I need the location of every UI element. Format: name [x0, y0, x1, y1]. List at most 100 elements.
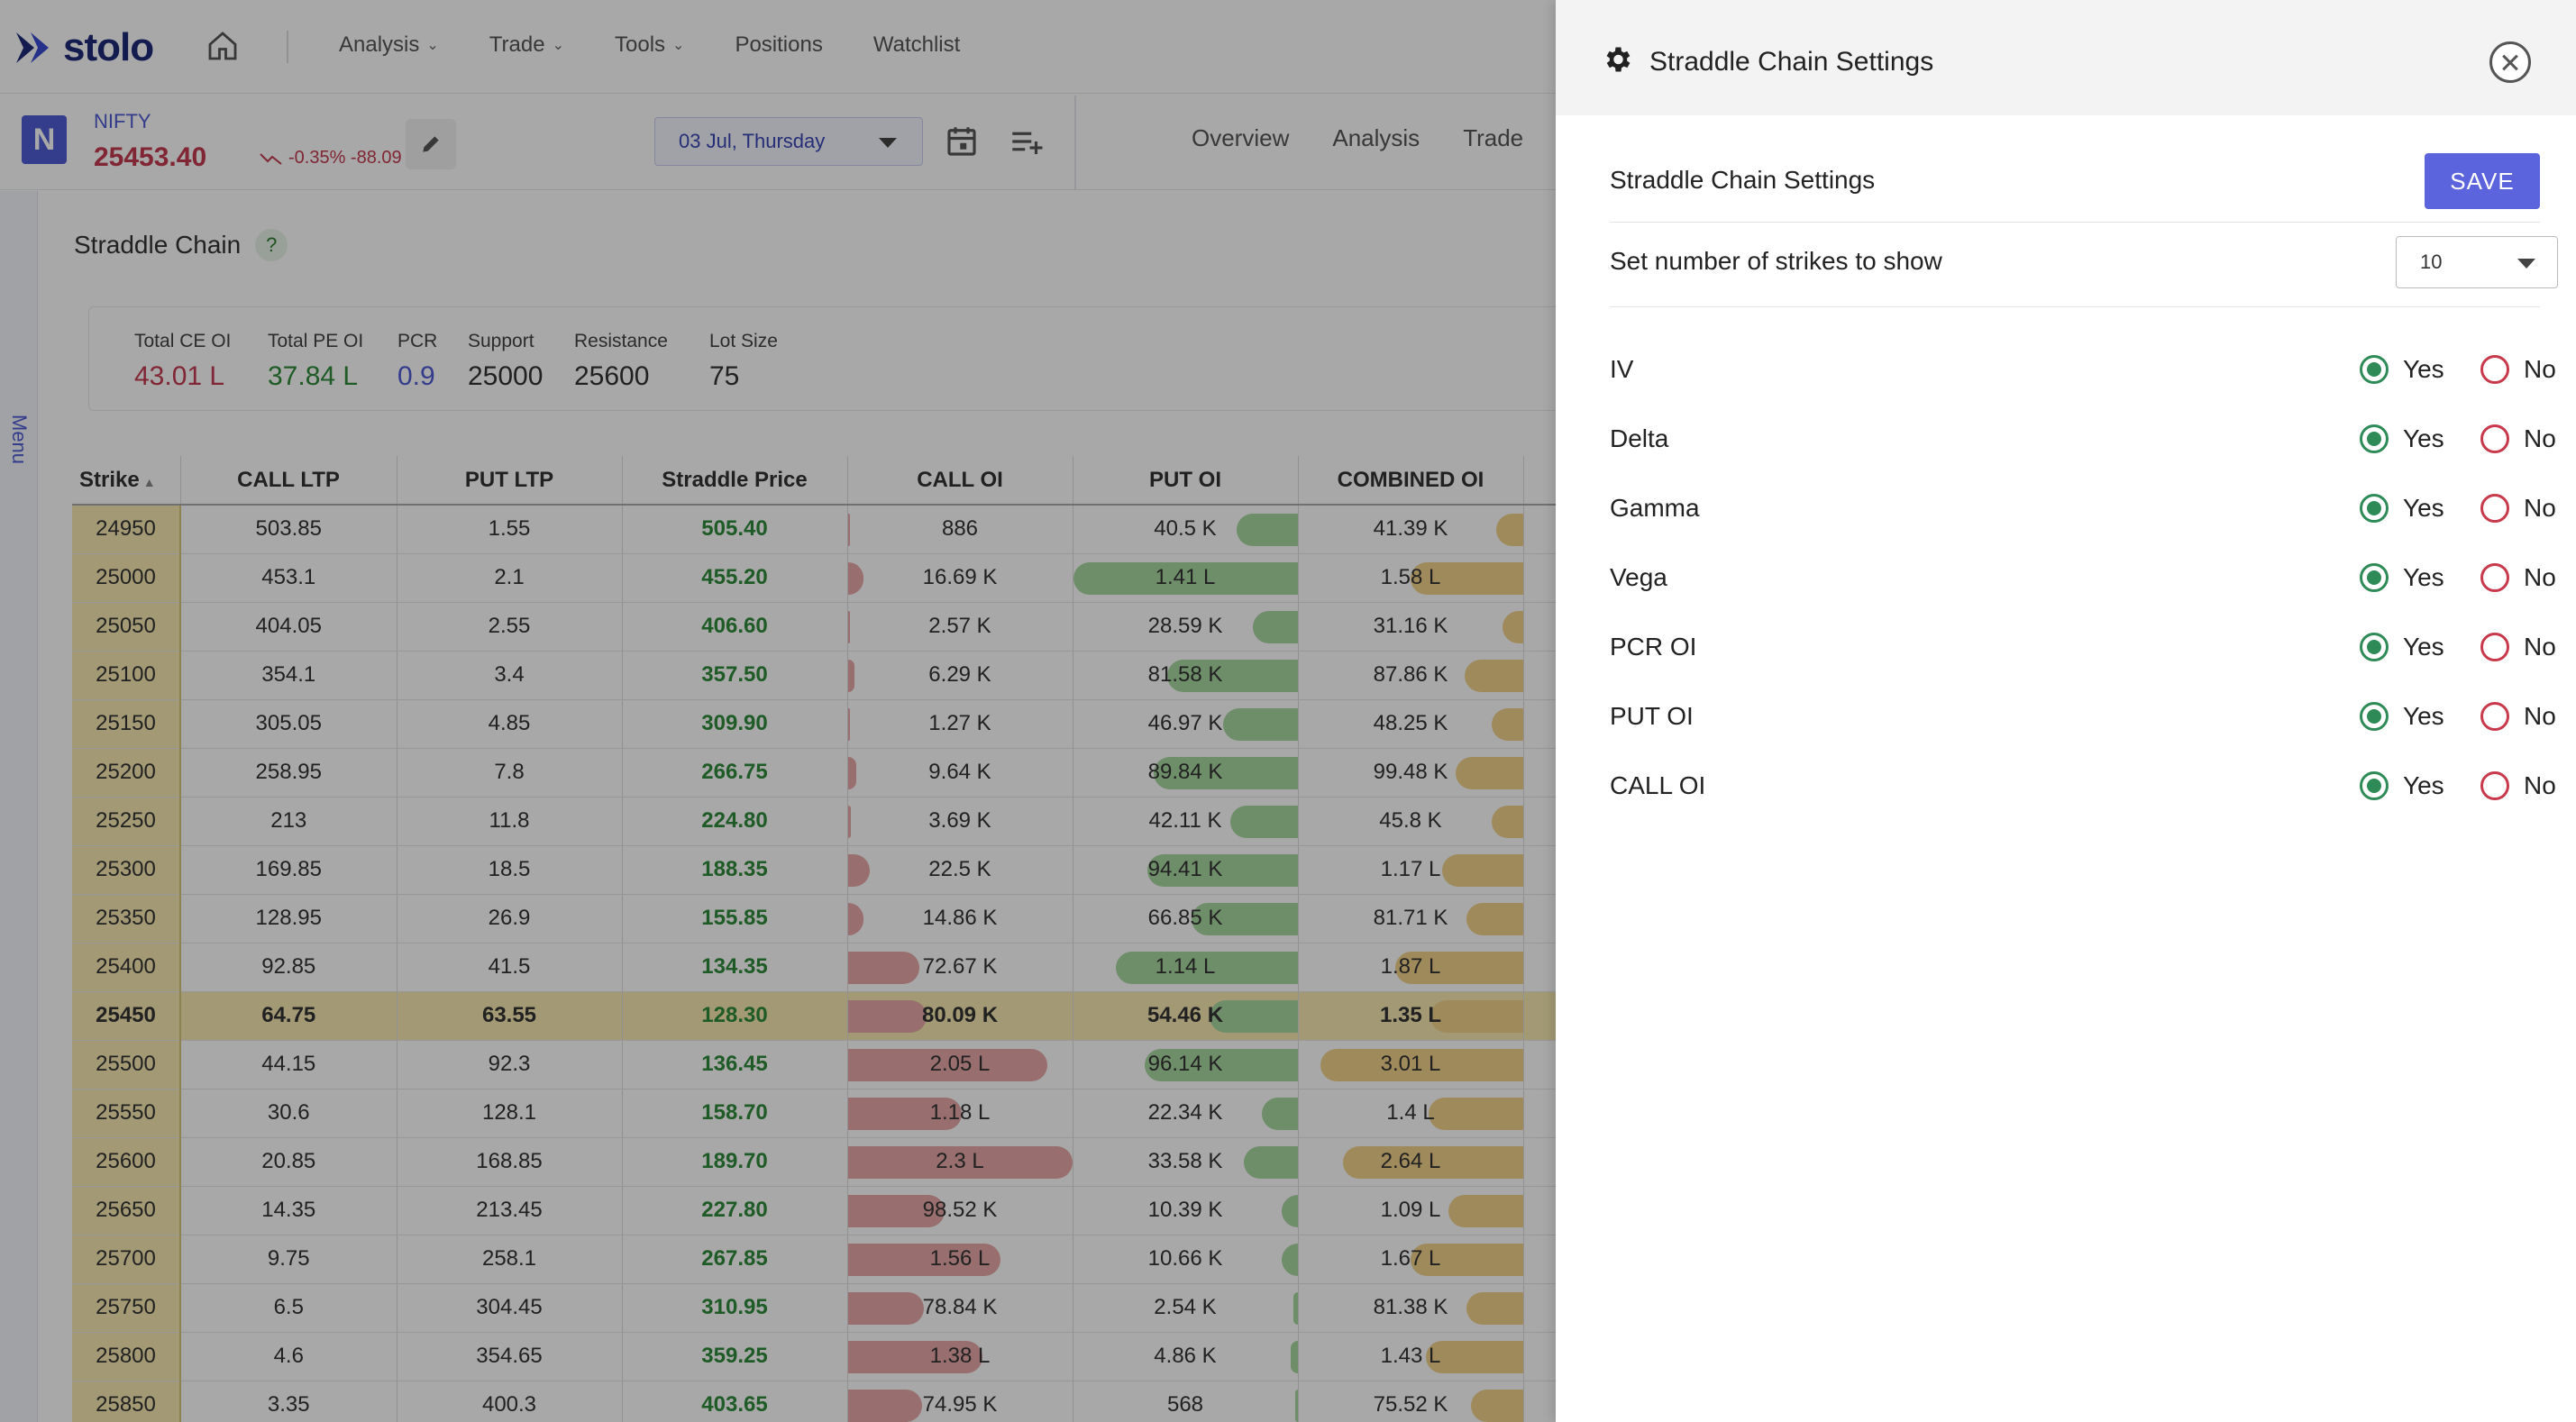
straddle-price-cell[interactable]: 134.35: [622, 943, 848, 992]
no-radio-label[interactable]: No: [2524, 702, 2556, 730]
put-ltp-cell[interactable]: 3.4: [397, 651, 623, 700]
straddle-price-cell[interactable]: 266.75: [622, 748, 848, 798]
no-radio-label[interactable]: No: [2524, 494, 2556, 522]
close-icon[interactable]: [2489, 41, 2531, 83]
yes-radio[interactable]: [2360, 424, 2389, 453]
put-ltp-cell[interactable]: 4.85: [397, 699, 623, 749]
call-ltp-cell[interactable]: 3.35: [180, 1381, 397, 1422]
save-button[interactable]: SAVE: [2425, 153, 2540, 209]
yes-radio[interactable]: [2360, 355, 2389, 384]
yes-radio-label[interactable]: Yes: [2403, 424, 2444, 452]
strikes-count-select[interactable]: 10: [2396, 236, 2558, 288]
put-ltp-cell[interactable]: 41.5: [397, 943, 623, 992]
call-ltp-cell[interactable]: 453.1: [180, 553, 397, 603]
straddle-price-cell[interactable]: 128.30: [622, 991, 848, 1041]
strike-cell[interactable]: 25450: [72, 991, 181, 1041]
call-ltp-cell[interactable]: 213: [180, 797, 397, 846]
no-radio-label[interactable]: No: [2524, 771, 2556, 799]
yes-radio[interactable]: [2360, 494, 2389, 523]
col-call-oi[interactable]: CALL OI: [847, 456, 1073, 506]
no-radio[interactable]: [2480, 563, 2509, 592]
strike-cell[interactable]: 25800: [72, 1332, 181, 1381]
put-ltp-cell[interactable]: 18.5: [397, 845, 623, 895]
strike-cell[interactable]: 25550: [72, 1089, 181, 1138]
yes-radio[interactable]: [2360, 771, 2389, 800]
strike-cell[interactable]: 25500: [72, 1040, 181, 1089]
yes-radio-label[interactable]: Yes: [2403, 355, 2444, 383]
call-ltp-cell[interactable]: 64.75: [180, 991, 397, 1041]
straddle-price-cell[interactable]: 136.45: [622, 1040, 848, 1089]
no-radio[interactable]: [2480, 355, 2509, 384]
strike-cell[interactable]: 25850: [72, 1381, 181, 1422]
no-radio-label[interactable]: No: [2524, 355, 2556, 383]
call-ltp-cell[interactable]: 503.85: [180, 505, 397, 554]
strike-cell[interactable]: 25300: [72, 845, 181, 895]
yes-radio[interactable]: [2360, 633, 2389, 661]
straddle-price-cell[interactable]: 455.20: [622, 553, 848, 603]
yes-radio-label[interactable]: Yes: [2403, 633, 2444, 661]
nav-trade[interactable]: Trade ⌄: [489, 32, 564, 58]
tab-trade[interactable]: Trade: [1463, 124, 1524, 151]
yes-radio-label[interactable]: Yes: [2403, 771, 2444, 799]
call-ltp-cell[interactable]: 44.15: [180, 1040, 397, 1089]
put-ltp-cell[interactable]: 354.65: [397, 1332, 623, 1381]
put-ltp-cell[interactable]: 168.85: [397, 1137, 623, 1187]
strike-cell[interactable]: 25150: [72, 699, 181, 749]
put-ltp-cell[interactable]: 11.8: [397, 797, 623, 846]
straddle-price-cell[interactable]: 359.25: [622, 1332, 848, 1381]
put-ltp-cell[interactable]: 2.1: [397, 553, 623, 603]
no-radio-label[interactable]: No: [2524, 633, 2556, 661]
put-ltp-cell[interactable]: 1.55: [397, 505, 623, 554]
col-straddle-price[interactable]: Straddle Price: [622, 456, 848, 506]
nav-analysis[interactable]: Analysis ⌄: [339, 32, 439, 58]
nav-positions[interactable]: Positions: [735, 32, 822, 58]
col-call-ltp[interactable]: CALL LTP: [180, 456, 397, 506]
put-ltp-cell[interactable]: 2.55: [397, 602, 623, 652]
straddle-price-cell[interactable]: 403.65: [622, 1381, 848, 1422]
nav-tools[interactable]: Tools ⌄: [615, 32, 684, 58]
straddle-price-cell[interactable]: 406.60: [622, 602, 848, 652]
call-ltp-cell[interactable]: 92.85: [180, 943, 397, 992]
put-ltp-cell[interactable]: 304.45: [397, 1283, 623, 1333]
strike-cell[interactable]: 25400: [72, 943, 181, 992]
stolo-logo[interactable]: stolo: [16, 25, 154, 70]
yes-radio-label[interactable]: Yes: [2403, 494, 2444, 522]
put-ltp-cell[interactable]: 7.8: [397, 748, 623, 798]
strike-cell[interactable]: 25100: [72, 651, 181, 700]
straddle-price-cell[interactable]: 505.40: [622, 505, 848, 554]
straddle-price-cell[interactable]: 224.80: [622, 797, 848, 846]
strike-cell[interactable]: 25050: [72, 602, 181, 652]
straddle-price-cell[interactable]: 158.70: [622, 1089, 848, 1138]
col-put-ltp[interactable]: PUT LTP: [397, 456, 623, 506]
call-ltp-cell[interactable]: 128.95: [180, 894, 397, 943]
call-ltp-cell[interactable]: 20.85: [180, 1137, 397, 1187]
strike-cell[interactable]: 25600: [72, 1137, 181, 1187]
no-radio-label[interactable]: No: [2524, 424, 2556, 452]
straddle-price-cell[interactable]: 309.90: [622, 699, 848, 749]
strike-cell[interactable]: 25700: [72, 1235, 181, 1284]
straddle-price-cell[interactable]: 357.50: [622, 651, 848, 700]
no-radio[interactable]: [2480, 702, 2509, 731]
put-ltp-cell[interactable]: 128.1: [397, 1089, 623, 1138]
strike-cell[interactable]: 25750: [72, 1283, 181, 1333]
put-ltp-cell[interactable]: 258.1: [397, 1235, 623, 1284]
strike-cell[interactable]: 25200: [72, 748, 181, 798]
call-ltp-cell[interactable]: 30.6: [180, 1089, 397, 1138]
col-strike[interactable]: Strike ▲: [72, 456, 181, 506]
call-ltp-cell[interactable]: 305.05: [180, 699, 397, 749]
yes-radio-label[interactable]: Yes: [2403, 702, 2444, 730]
expiry-select[interactable]: 03 Jul, Thursday: [654, 117, 923, 166]
no-radio[interactable]: [2480, 494, 2509, 523]
yes-radio[interactable]: [2360, 702, 2389, 731]
straddle-price-cell[interactable]: 189.70: [622, 1137, 848, 1187]
put-ltp-cell[interactable]: 213.45: [397, 1186, 623, 1235]
calendar-icon[interactable]: [943, 123, 981, 160]
strike-cell[interactable]: 25650: [72, 1186, 181, 1235]
no-radio[interactable]: [2480, 633, 2509, 661]
yes-radio-label[interactable]: Yes: [2403, 563, 2444, 591]
no-radio[interactable]: [2480, 424, 2509, 453]
strike-cell[interactable]: 25250: [72, 797, 181, 846]
call-ltp-cell[interactable]: 6.5: [180, 1283, 397, 1333]
home-icon[interactable]: [204, 27, 242, 65]
strike-cell[interactable]: 25000: [72, 553, 181, 603]
